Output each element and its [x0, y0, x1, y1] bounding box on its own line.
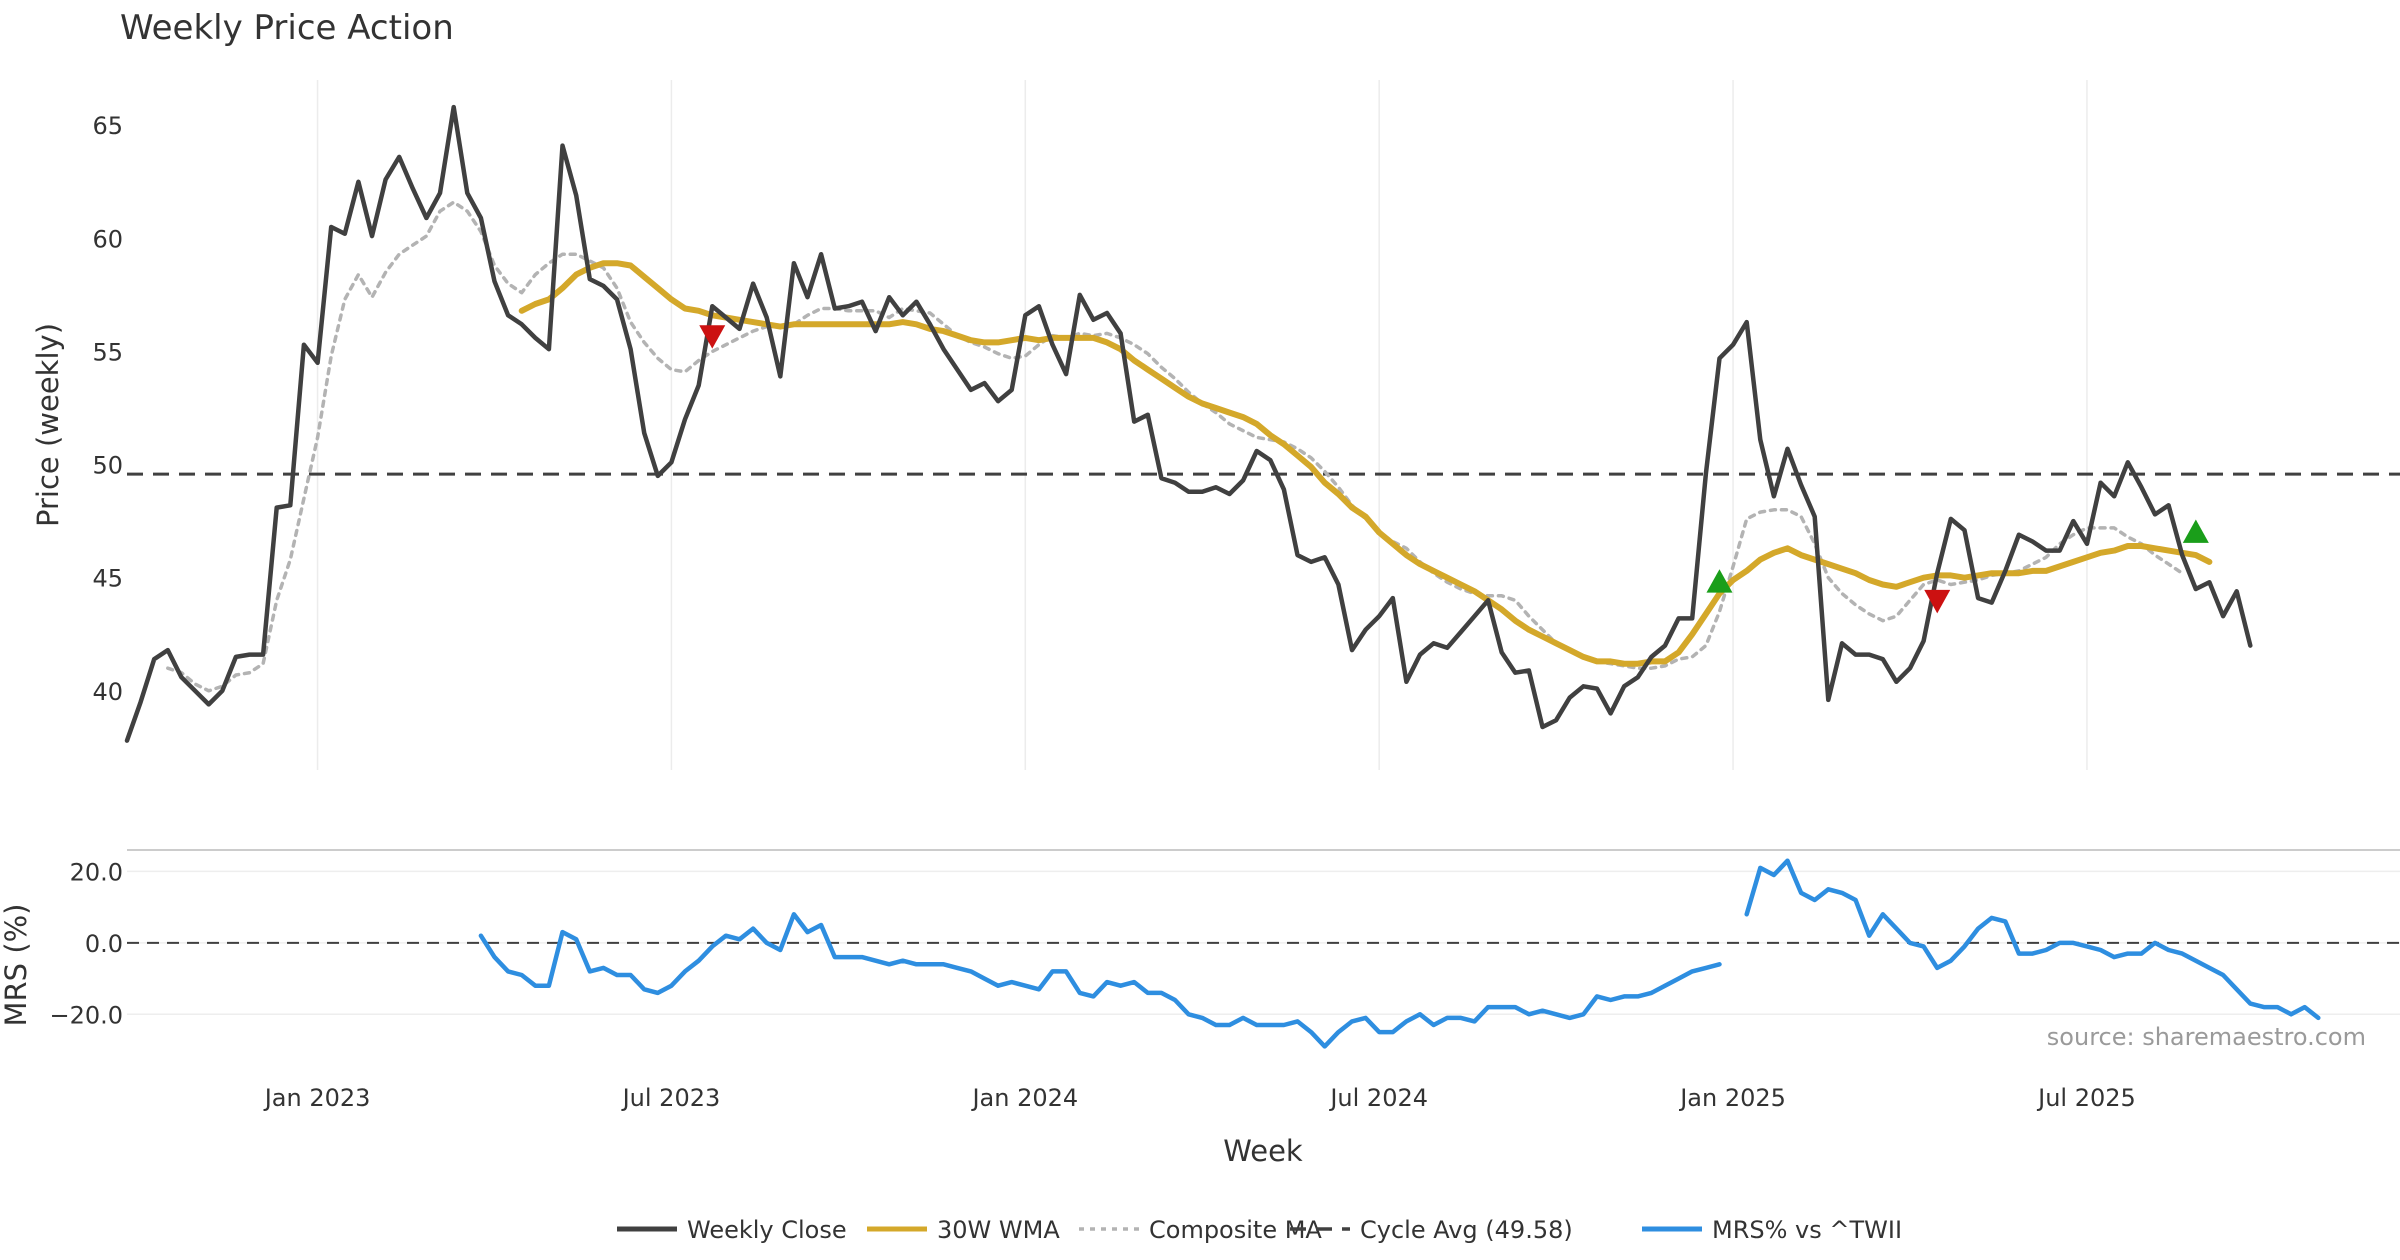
reference-lines — [127, 472, 2400, 944]
series-layer — [124, 104, 2321, 1049]
x-tick-label: Jul 2025 — [2036, 1084, 2136, 1112]
mrs-y-tick-label: 20.0 — [70, 858, 123, 886]
mrs-y-axis-label: MRS (%) — [0, 904, 33, 1027]
composite-ma-line — [166, 200, 2184, 693]
price-y-tick-label: 60 — [92, 225, 123, 253]
price-y-tick-label: 65 — [92, 112, 123, 140]
price-y-tick-label: 55 — [92, 338, 123, 366]
x-tick-label: Jan 2024 — [970, 1084, 1078, 1112]
wma-30w-line — [518, 260, 2213, 667]
legend-label: Cycle Avg (49.58) — [1360, 1216, 1573, 1244]
x-tick-label: Jan 2023 — [263, 1084, 371, 1112]
price-y-tick-label: 50 — [92, 452, 123, 480]
tick-labels: Jan 2023 Jul 2023 Jan 2024 Jul 2024 Jan 2025… — [49, 112, 2135, 1112]
mrs-y-tick-label: −20.0 — [49, 1001, 123, 1029]
legend-label: MRS% vs ^TWII — [1712, 1216, 1902, 1244]
x-tick-label: Jan 2025 — [1678, 1084, 1786, 1112]
signal-markers — [699, 325, 2209, 614]
weekly-close-line — [124, 104, 2253, 743]
legend: Weekly Close 30W WMA Composite MA Cycle Avg… — [617, 1216, 1902, 1244]
mrs-y-tick-label: 0.0 — [85, 930, 123, 958]
legend-label: 30W WMA — [937, 1216, 1060, 1244]
source-text: source: sharemaestro.com — [2047, 1023, 2366, 1051]
mrs-line-segment — [478, 912, 1722, 1049]
x-tick-label: Jul 2024 — [1328, 1084, 1428, 1112]
x-axis-label: Week — [1223, 1134, 1303, 1168]
mrs-line-segment — [1744, 858, 2321, 1021]
buy-signal-marker — [1706, 569, 1733, 593]
grid-layer — [127, 80, 2400, 1016]
legend-label: Weekly Close — [687, 1216, 847, 1244]
sell-signal-marker — [1924, 589, 1951, 614]
price-y-tick-label: 40 — [92, 678, 123, 706]
chart-title: Weekly Price Action — [120, 8, 454, 48]
buy-signal-marker — [2182, 519, 2209, 543]
price-y-axis-label: Price (weekly) — [31, 323, 65, 527]
sell-signal-marker — [699, 325, 726, 349]
x-tick-label: Jul 2023 — [621, 1084, 721, 1112]
price-y-tick-label: 45 — [92, 565, 123, 593]
